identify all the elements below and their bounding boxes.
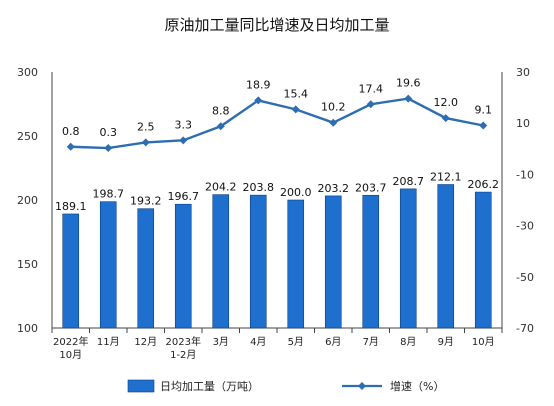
- line-value-label: 3.3: [175, 118, 193, 131]
- bar: [474, 191, 492, 329]
- bar-value-label: 189.1: [55, 200, 87, 213]
- line-value-label: 15.4: [284, 87, 309, 100]
- line-marker: [216, 122, 225, 131]
- bar: [99, 201, 117, 329]
- legend-marker: [358, 382, 366, 390]
- x-tick-label: 3月: [213, 336, 229, 348]
- line-marker: [291, 105, 300, 114]
- line-value-label: 0.8: [62, 125, 80, 138]
- line-marker: [104, 144, 113, 153]
- bar-value-label: 203.7: [355, 181, 387, 194]
- line-marker: [366, 100, 375, 109]
- bar-value-label: 193.2: [130, 195, 162, 208]
- line-value-label: 2.5: [137, 120, 155, 133]
- line-marker: [329, 118, 338, 127]
- x-tick-label: 4月: [250, 336, 266, 348]
- x-tick-label: 8月: [400, 336, 416, 348]
- bar-value-label: 203.2: [318, 182, 350, 195]
- bar: [249, 194, 267, 329]
- line-marker: [479, 121, 488, 130]
- bar: [437, 184, 455, 329]
- line-series: [70, 97, 484, 150]
- x-tick-label: 1-2月: [170, 349, 196, 361]
- legend-label-bar: 日均加工量（万吨）: [160, 380, 259, 393]
- x-tick-label: 2022年: [53, 335, 88, 348]
- left-tick-label: 150: [17, 258, 38, 271]
- x-tick-label: 6月: [325, 336, 341, 348]
- right-tick-label: 30: [516, 66, 530, 79]
- legend-label-line: 增速（%）: [390, 379, 444, 393]
- left-tick-label: 200: [17, 194, 38, 207]
- bar-value-label: 208.7: [393, 175, 425, 188]
- right-tick-label: -70: [516, 322, 534, 335]
- bar: [324, 195, 342, 329]
- bar: [174, 203, 192, 329]
- x-tick-label: 5月: [288, 336, 304, 348]
- line-value-label: 8.8: [212, 104, 230, 117]
- x-tick-label: 10月: [472, 336, 495, 348]
- x-tick-label: 10月: [59, 349, 82, 361]
- line-marker: [404, 94, 413, 103]
- x-tick-label: 9月: [438, 336, 454, 348]
- line-value-label: 10.2: [321, 101, 346, 114]
- bar-value-label: 212.1: [430, 171, 462, 184]
- line-value-label: 9.1: [475, 104, 493, 117]
- bar: [362, 194, 380, 329]
- bar: [62, 213, 80, 329]
- line-value-label: 17.4: [359, 82, 384, 95]
- x-tick-label: 2023年: [166, 335, 201, 348]
- bar: [287, 199, 305, 329]
- bar-value-label: 204.2: [205, 181, 237, 194]
- bar-value-label: 203.8: [243, 181, 275, 194]
- line-marker: [441, 114, 450, 123]
- line-value-label: 19.6: [396, 77, 421, 90]
- right-tick-label: -50: [516, 271, 534, 284]
- x-tick-label: 12月: [134, 336, 157, 348]
- line-value-label: 12.0: [434, 96, 459, 109]
- bar: [137, 208, 155, 329]
- left-tick-label: 300: [17, 66, 38, 79]
- left-tick-label: 250: [17, 130, 38, 143]
- legend-swatch-bar: [127, 379, 155, 393]
- bar-value-label: 196.7: [168, 190, 200, 203]
- right-tick-label: 10: [516, 117, 530, 130]
- right-tick-label: -30: [516, 220, 534, 233]
- bar: [399, 188, 417, 329]
- x-tick-label: 11月: [97, 336, 120, 348]
- bar: [212, 194, 230, 329]
- line-marker: [254, 96, 263, 105]
- chart-title: 原油加工量同比增速及日均加工量: [164, 16, 389, 34]
- bar-value-label: 200.0: [280, 186, 312, 199]
- x-tick-label: 7月: [363, 336, 379, 348]
- line-marker: [179, 136, 188, 145]
- line-value-label: 0.3: [100, 126, 118, 139]
- line-marker: [141, 138, 150, 147]
- line-marker: [66, 142, 75, 151]
- left-tick-label: 100: [17, 322, 38, 335]
- bar-value-label: 198.7: [93, 188, 125, 201]
- line-value-label: 18.9: [246, 78, 271, 91]
- bar-value-label: 206.2: [468, 178, 500, 191]
- right-tick-label: -10: [516, 168, 534, 181]
